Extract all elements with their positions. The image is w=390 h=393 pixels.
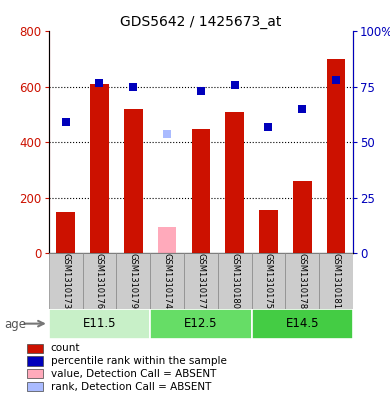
Bar xyxy=(252,309,353,339)
Bar xyxy=(27,344,43,353)
Bar xyxy=(184,253,218,309)
Bar xyxy=(49,253,83,309)
Bar xyxy=(327,59,346,253)
Text: age: age xyxy=(5,318,27,331)
Bar xyxy=(259,211,278,253)
Bar xyxy=(293,181,312,253)
Text: GSM1310176: GSM1310176 xyxy=(95,253,104,309)
Bar xyxy=(218,253,252,309)
Bar xyxy=(191,129,210,253)
Text: GSM1310177: GSM1310177 xyxy=(196,253,206,309)
Bar xyxy=(116,253,150,309)
Bar xyxy=(150,309,252,339)
Bar xyxy=(27,356,43,365)
Bar xyxy=(158,227,176,253)
Text: GSM1310178: GSM1310178 xyxy=(298,253,307,309)
Text: GSM1310175: GSM1310175 xyxy=(264,253,273,309)
Bar xyxy=(27,382,43,391)
Text: GSM1310173: GSM1310173 xyxy=(61,253,70,309)
Bar xyxy=(49,309,150,339)
Text: count: count xyxy=(51,343,80,353)
Text: GSM1310180: GSM1310180 xyxy=(230,253,239,309)
Bar xyxy=(252,253,285,309)
Title: GDS5642 / 1425673_at: GDS5642 / 1425673_at xyxy=(120,15,282,29)
Text: value, Detection Call = ABSENT: value, Detection Call = ABSENT xyxy=(51,369,216,379)
Text: GSM1310181: GSM1310181 xyxy=(332,253,340,309)
Text: GSM1310174: GSM1310174 xyxy=(163,253,172,309)
Text: E11.5: E11.5 xyxy=(83,317,116,330)
Bar xyxy=(90,84,109,253)
Bar xyxy=(150,253,184,309)
Bar xyxy=(319,253,353,309)
Text: E12.5: E12.5 xyxy=(184,317,218,330)
Text: percentile rank within the sample: percentile rank within the sample xyxy=(51,356,227,366)
Text: GSM1310179: GSM1310179 xyxy=(129,253,138,309)
Bar xyxy=(225,112,244,253)
Bar xyxy=(83,253,116,309)
Bar xyxy=(285,253,319,309)
Bar xyxy=(27,369,43,378)
Bar xyxy=(124,109,143,253)
Text: rank, Detection Call = ABSENT: rank, Detection Call = ABSENT xyxy=(51,382,211,391)
Text: E14.5: E14.5 xyxy=(285,317,319,330)
Bar xyxy=(57,212,75,253)
